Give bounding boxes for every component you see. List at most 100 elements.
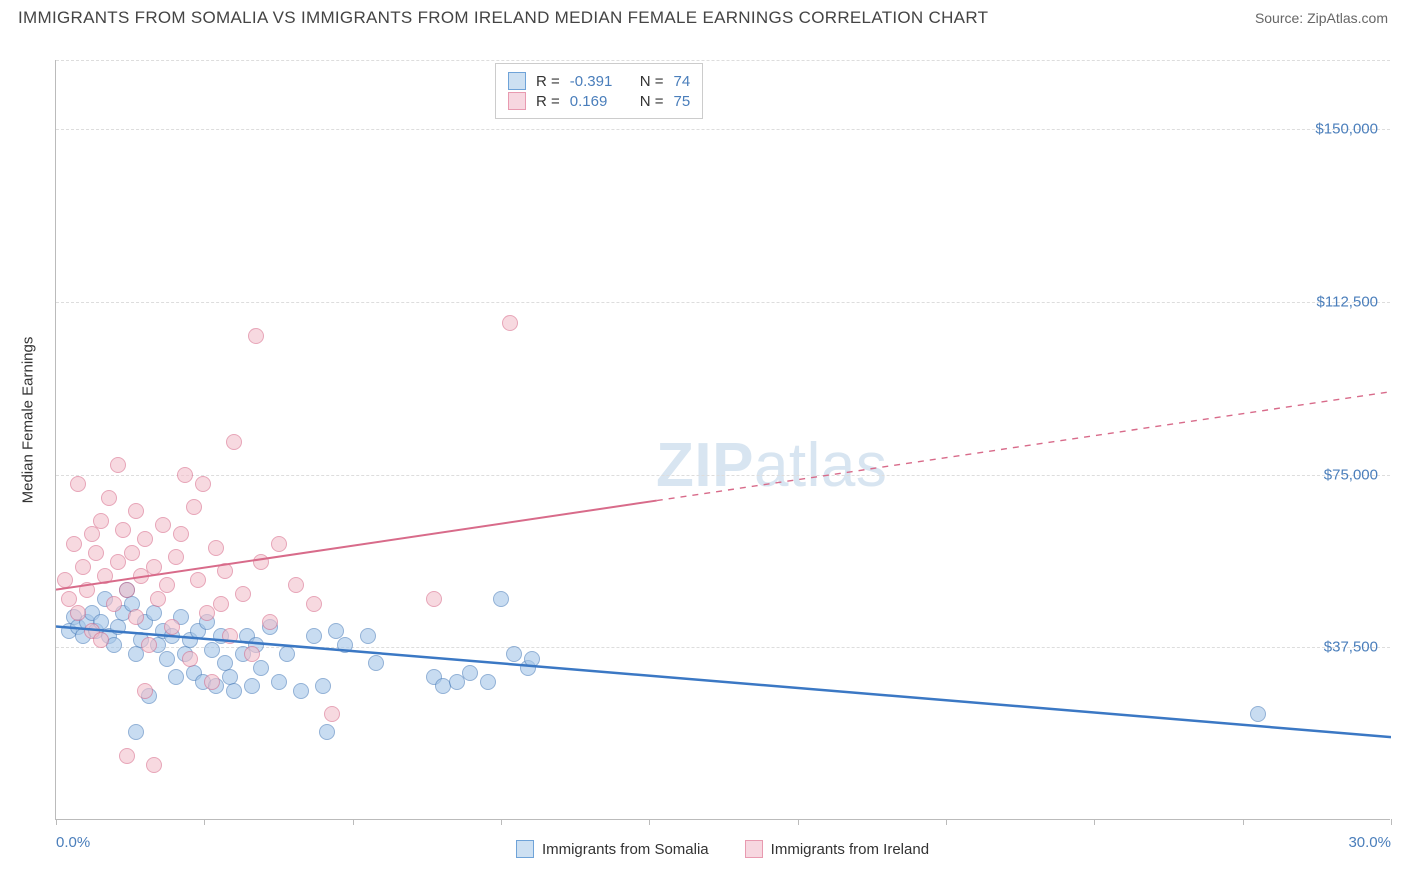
scatter-point bbox=[101, 490, 117, 506]
r-label: R = bbox=[536, 93, 560, 110]
scatter-point bbox=[502, 315, 518, 331]
scatter-point bbox=[75, 559, 91, 575]
scatter-point bbox=[93, 632, 109, 648]
watermark: ZIPatlas bbox=[656, 430, 887, 501]
scatter-point bbox=[360, 628, 376, 644]
scatter-point bbox=[226, 434, 242, 450]
scatter-point bbox=[190, 572, 206, 588]
scatter-point bbox=[137, 531, 153, 547]
scatter-point bbox=[84, 526, 100, 542]
scatter-point bbox=[168, 549, 184, 565]
legend-swatch bbox=[508, 72, 526, 90]
scatter-point bbox=[159, 651, 175, 667]
r-label: R = bbox=[536, 73, 560, 90]
scatter-point bbox=[88, 545, 104, 561]
scatter-point bbox=[506, 646, 522, 662]
legend-series-item: Immigrants from Somalia bbox=[516, 840, 709, 858]
scatter-point bbox=[168, 669, 184, 685]
scatter-point bbox=[253, 660, 269, 676]
x-tick-mark bbox=[649, 819, 650, 825]
legend-series-label: Immigrants from Ireland bbox=[771, 841, 929, 858]
scatter-point bbox=[462, 665, 478, 681]
scatter-point bbox=[480, 674, 496, 690]
x-tick-mark bbox=[1243, 819, 1244, 825]
scatter-point bbox=[222, 628, 238, 644]
gridline bbox=[56, 475, 1390, 476]
scatter-point bbox=[271, 536, 287, 552]
scatter-point bbox=[177, 467, 193, 483]
scatter-point bbox=[155, 517, 171, 533]
y-tick-label: $150,000 bbox=[1315, 121, 1378, 138]
x-tick-mark bbox=[1391, 819, 1392, 825]
scatter-point bbox=[141, 637, 157, 653]
scatter-point bbox=[217, 563, 233, 579]
gridline bbox=[56, 302, 1390, 303]
scatter-point bbox=[137, 683, 153, 699]
scatter-point bbox=[146, 559, 162, 575]
scatter-point bbox=[128, 724, 144, 740]
scatter-point bbox=[253, 554, 269, 570]
scatter-point bbox=[426, 591, 442, 607]
scatter-point bbox=[119, 582, 135, 598]
scatter-point bbox=[70, 605, 86, 621]
scatter-point bbox=[93, 513, 109, 529]
scatter-point bbox=[244, 678, 260, 694]
scatter-point bbox=[110, 619, 126, 635]
scatter-point bbox=[119, 748, 135, 764]
legend-correlation-row: R =0.169N =75 bbox=[508, 92, 690, 110]
legend-series-item: Immigrants from Ireland bbox=[745, 840, 929, 858]
scatter-point bbox=[306, 628, 322, 644]
scatter-point bbox=[262, 614, 278, 630]
scatter-point bbox=[128, 503, 144, 519]
scatter-point bbox=[319, 724, 335, 740]
scatter-point bbox=[368, 655, 384, 671]
scatter-point bbox=[204, 674, 220, 690]
y-tick-label: $112,500 bbox=[1317, 293, 1378, 310]
x-tick-mark bbox=[1094, 819, 1095, 825]
gridline bbox=[56, 60, 1390, 61]
scatter-point bbox=[493, 591, 509, 607]
scatter-point bbox=[208, 540, 224, 556]
scatter-point bbox=[1250, 706, 1266, 722]
source-label: Source: bbox=[1255, 10, 1307, 26]
scatter-point bbox=[124, 545, 140, 561]
x-tick-mark bbox=[353, 819, 354, 825]
legend-swatch bbox=[745, 840, 763, 858]
scatter-point bbox=[106, 596, 122, 612]
legend-swatch bbox=[516, 840, 534, 858]
scatter-point bbox=[248, 328, 264, 344]
legend-swatch bbox=[508, 92, 526, 110]
scatter-point bbox=[146, 605, 162, 621]
scatter-point bbox=[204, 642, 220, 658]
scatter-point bbox=[173, 526, 189, 542]
scatter-point bbox=[97, 568, 113, 584]
scatter-point bbox=[159, 577, 175, 593]
scatter-point bbox=[70, 476, 86, 492]
scatter-point bbox=[182, 651, 198, 667]
scatter-point bbox=[244, 646, 260, 662]
x-tick-mark bbox=[204, 819, 205, 825]
plot-region: ZIPatlas $37,500$75,000$112,500$150,0000… bbox=[55, 60, 1390, 820]
scatter-point bbox=[324, 706, 340, 722]
scatter-point bbox=[186, 499, 202, 515]
scatter-point bbox=[150, 591, 166, 607]
scatter-point bbox=[337, 637, 353, 653]
r-value: 0.169 bbox=[570, 93, 630, 110]
x-tick-mark bbox=[946, 819, 947, 825]
n-label: N = bbox=[640, 73, 664, 90]
legend-correlation-row: R =-0.391N =74 bbox=[508, 72, 690, 90]
watermark-zip: ZIP bbox=[656, 431, 754, 500]
scatter-point bbox=[164, 619, 180, 635]
chart-plot-area: ZIPatlas $37,500$75,000$112,500$150,0000… bbox=[55, 60, 1390, 820]
n-value: 75 bbox=[674, 93, 691, 110]
x-tick-mark bbox=[501, 819, 502, 825]
scatter-point bbox=[306, 596, 322, 612]
gridline bbox=[56, 129, 1390, 130]
scatter-point bbox=[128, 609, 144, 625]
scatter-point bbox=[279, 646, 295, 662]
watermark-atlas: atlas bbox=[754, 431, 887, 500]
scatter-point bbox=[226, 683, 242, 699]
scatter-point bbox=[293, 683, 309, 699]
x-tick-mark bbox=[798, 819, 799, 825]
x-tick-mark bbox=[56, 819, 57, 825]
